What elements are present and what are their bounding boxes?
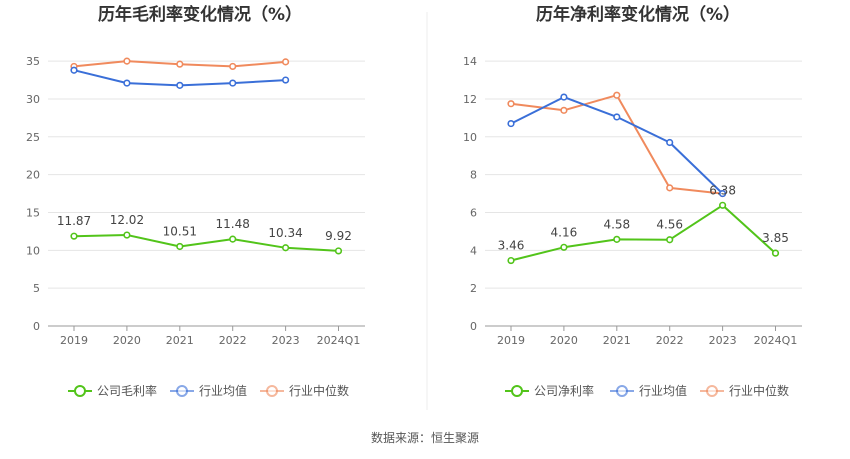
y-tick-label: 8 xyxy=(470,169,477,182)
median-point xyxy=(613,91,621,99)
legend-swatch-marker xyxy=(266,385,278,397)
legend-swatch-marker xyxy=(74,385,86,397)
data-label: 3.85 xyxy=(762,231,789,245)
data-label: 9.92 xyxy=(325,229,352,243)
avg-point xyxy=(666,138,674,147)
legend-swatch-marker xyxy=(176,385,188,397)
legend-item-median: 行业中位数 xyxy=(260,383,349,398)
net-margin-chart: 历年净利率变化情况（%） 0 2 4 6 8 10 12 14 2019 2020 2021 2022… xyxy=(463,4,802,398)
avg-point xyxy=(282,76,290,84)
data-label: 6.38 xyxy=(709,183,736,197)
x-tick-label: 2021 xyxy=(166,334,194,347)
legend-label: 公司净利率 xyxy=(534,383,594,398)
chart-title: 历年毛利率变化情况（%） xyxy=(98,4,302,25)
legend-item-avg: 行业均值 xyxy=(170,383,247,398)
legend-item-avg: 行业均值 xyxy=(610,383,687,398)
data-label: 4.16 xyxy=(551,225,578,239)
company-point xyxy=(334,247,343,255)
median-point xyxy=(560,106,568,114)
x-tick-label: 2020 xyxy=(550,334,578,347)
median-point xyxy=(507,100,515,108)
company-point xyxy=(560,243,568,251)
x-tick-label: 2024Q1 xyxy=(317,334,361,347)
legend-label: 行业中位数 xyxy=(289,383,349,398)
avg-point xyxy=(718,189,727,198)
data-label: 4.58 xyxy=(603,217,630,231)
median-point xyxy=(176,60,184,68)
y-tick-label: 4 xyxy=(470,244,477,257)
avg-point xyxy=(123,79,131,87)
x-tick-label: 2022 xyxy=(219,334,247,347)
company-point xyxy=(123,231,131,239)
company-point xyxy=(282,244,290,252)
median-point xyxy=(666,184,674,192)
median-series-line xyxy=(510,94,723,195)
avg-point xyxy=(176,81,184,89)
data-label: 11.48 xyxy=(216,217,250,231)
chart-title: 历年净利率变化情况（%） xyxy=(536,4,740,25)
y-tick-label: 10 xyxy=(463,131,477,144)
company-series-line xyxy=(510,204,777,262)
company-point xyxy=(666,236,674,244)
y-tick-label: 0 xyxy=(33,320,40,333)
legend-swatch-marker xyxy=(706,385,718,397)
y-tick-label: 14 xyxy=(463,55,477,68)
median-point xyxy=(282,58,290,66)
avg-point xyxy=(613,113,621,121)
avg-point xyxy=(507,119,515,128)
median-point xyxy=(123,57,131,65)
data-label: 10.51 xyxy=(163,224,197,238)
legend-swatch-marker xyxy=(511,385,523,397)
company-point xyxy=(70,232,78,240)
legend-item-median: 行业中位数 xyxy=(700,383,789,398)
x-tick-label: 2021 xyxy=(603,334,631,347)
y-tick-label: 5 xyxy=(33,282,40,295)
y-tick-label: 10 xyxy=(26,244,40,257)
legend-item-company: 公司净利率 xyxy=(505,383,594,398)
x-tick-label: 2024Q1 xyxy=(754,334,798,347)
y-tick-label: 15 xyxy=(26,206,40,219)
y-tick-label: 2 xyxy=(470,282,477,295)
median-point xyxy=(229,62,237,71)
x-tick-label: 2023 xyxy=(709,334,737,347)
y-tick-label: 0 xyxy=(470,320,477,333)
y-tick-label: 6 xyxy=(470,206,477,219)
company-point xyxy=(771,249,780,257)
x-tick-label: 2023 xyxy=(272,334,300,347)
source-note: 数据来源：恒生聚源 xyxy=(371,430,479,445)
y-tick-label: 12 xyxy=(463,93,477,106)
legend-label: 行业均值 xyxy=(639,383,687,398)
data-label: 10.34 xyxy=(268,226,302,240)
legend-label: 行业中位数 xyxy=(729,383,789,398)
avg-point xyxy=(70,66,78,74)
x-tick-label: 2019 xyxy=(60,334,88,347)
y-tick-label: 25 xyxy=(26,131,40,144)
data-label: 11.87 xyxy=(57,214,91,228)
company-point xyxy=(176,242,184,251)
avg-point xyxy=(229,79,237,87)
legend-label: 公司毛利率 xyxy=(97,383,157,398)
data-label: 3.46 xyxy=(498,239,525,253)
gross-margin-chart: 历年毛利率变化情况（%） 0 5 10 15 20 25 30 35 2019 2020 2021 2… xyxy=(26,4,365,398)
x-tick-label: 2022 xyxy=(656,334,684,347)
x-tick-label: 2019 xyxy=(497,334,525,347)
company-point xyxy=(507,256,515,265)
avg-point xyxy=(560,93,568,101)
data-label: 4.56 xyxy=(656,218,683,232)
y-tick-label: 20 xyxy=(26,169,40,182)
company-point xyxy=(229,235,237,243)
company-point xyxy=(718,201,727,209)
data-label: 12.02 xyxy=(110,213,144,227)
legend-swatch-marker xyxy=(616,385,628,397)
company-point xyxy=(613,235,621,243)
legend-item-company: 公司毛利率 xyxy=(68,383,157,398)
company-series-line xyxy=(73,234,339,252)
x-tick-label: 2020 xyxy=(113,334,141,347)
avg-series-line xyxy=(510,96,724,195)
y-tick-label: 30 xyxy=(26,93,40,106)
y-tick-label: 35 xyxy=(26,55,40,68)
legend-label: 行业均值 xyxy=(199,383,247,398)
